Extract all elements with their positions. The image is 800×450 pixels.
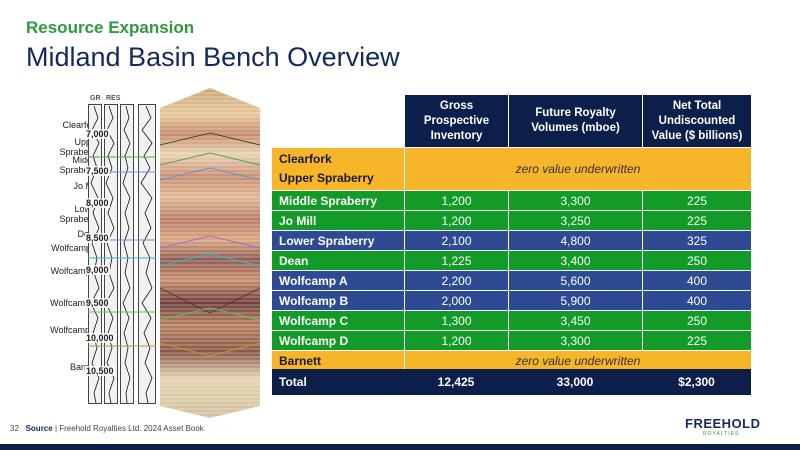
depth-label: 7,000 <box>85 129 110 139</box>
row-inventory: 1,225 <box>404 250 508 270</box>
row-inventory: 2,000 <box>404 290 508 310</box>
depth-label: 7,500 <box>85 166 110 176</box>
bottom-bar <box>0 444 800 450</box>
well-log-illustration: GR RES Clearfork Upper Spraberry Middle … <box>20 88 265 418</box>
total-value: $2,300 <box>642 369 751 395</box>
table-row: Wolfcamp D 1,200 3,300 225 <box>272 330 751 350</box>
row-volumes: 3,300 <box>508 330 642 350</box>
log-bench-wolfcamp-c: Wolfcamp C <box>50 298 99 308</box>
res-column-label: RES <box>106 95 121 102</box>
depth-label: 9,500 <box>85 298 110 308</box>
row-volumes: 3,250 <box>508 210 642 230</box>
row-name: Wolfcamp D <box>272 330 404 350</box>
log-bench-upper-spraberry: Upper Spraberry <box>59 137 99 157</box>
bench-name-clearfork: Clearfork <box>279 152 332 166</box>
row-name: Wolfcamp C <box>272 310 404 330</box>
total-inventory: 12,425 <box>404 369 508 395</box>
row-value: 400 <box>642 270 751 290</box>
row-value: 325 <box>642 230 751 250</box>
row-inventory: 2,200 <box>404 270 508 290</box>
table-row: Wolfcamp C 1,300 3,450 250 <box>272 310 751 330</box>
row-inventory: 2,100 <box>404 230 508 250</box>
header-royalty-volumes: Future Royalty Volumes (mboe) <box>508 95 642 147</box>
row-volumes: 3,300 <box>508 190 642 210</box>
header-blank-cell <box>272 95 404 147</box>
row-inventory: 1,300 <box>404 310 508 330</box>
log-bench-middle-spraberry: Middle Spraberry <box>59 155 99 175</box>
row-inventory: 1,200 <box>404 210 508 230</box>
seismic-section <box>160 88 260 418</box>
log-bench-barnett: Barnett <box>70 362 99 373</box>
depth-label: 8,000 <box>85 198 110 208</box>
table-row-bottom-group: Barnett zero value underwritten <box>272 350 751 370</box>
row-value: 400 <box>642 290 751 310</box>
page-title: Midland Basin Bench Overview <box>26 42 400 72</box>
row-inventory: 1,200 <box>404 330 508 350</box>
row-value: 225 <box>642 210 751 230</box>
row-value: 225 <box>642 330 751 350</box>
table-row-top-group: Clearfork Upper Spraberry zero value und… <box>272 147 751 190</box>
row-name: Dean <box>272 250 404 270</box>
log-bench-jo-mill: Jo Mill <box>73 181 99 191</box>
depth-label: 8,500 <box>85 233 110 243</box>
total-volumes: 33,000 <box>508 369 642 395</box>
header-net-value: Net Total Undiscounted Value ($ billions… <box>642 95 751 147</box>
freehold-logo-sub: ROYALTIES <box>703 431 740 437</box>
log-curves <box>88 105 156 404</box>
log-bench-wolfcamp-a: Wolfcamp A <box>51 243 99 253</box>
total-row: Total 12,425 33,000 $2,300 <box>272 369 751 395</box>
log-bench-clearfork: Clearfork <box>62 120 99 130</box>
table-row: Lower Spraberry 2,100 4,800 325 <box>272 230 751 250</box>
row-volumes: 5,600 <box>508 270 642 290</box>
table-row: Dean 1,225 3,400 250 <box>272 250 751 270</box>
log-bench-wolfcamp-d: Wolfcamp D <box>50 325 99 335</box>
source-text: | Freehold Royalties Ltd. 2024 Asset Boo… <box>54 424 204 433</box>
log-bench-lower-spraberry: Lower Spraberry <box>59 204 99 224</box>
depth-label: 10,000 <box>85 333 115 343</box>
row-volumes: 5,900 <box>508 290 642 310</box>
track-4 <box>138 104 156 404</box>
row-name: Wolfcamp B <box>272 290 404 310</box>
header-gross-inventory: Gross Prospective Inventory <box>404 95 508 147</box>
gr-track <box>88 104 102 404</box>
freehold-logo: FREEHOLD <box>685 416 761 431</box>
total-row-table: Total 12,425 33,000 $2,300 <box>272 369 751 395</box>
log-bench-wolfcamp-b: Wolfcamp B <box>50 266 99 276</box>
row-name: Jo Mill <box>272 210 404 230</box>
depth-label: 10,500 <box>85 366 115 376</box>
row-volumes: 3,400 <box>508 250 642 270</box>
footer-source: 32 Source | Freehold Royalties Ltd. 2024… <box>10 424 204 433</box>
row-value: 250 <box>642 250 751 270</box>
section-subtitle: Resource Expansion <box>26 18 195 37</box>
bench-table: Gross Prospective Inventory Future Royal… <box>272 95 751 370</box>
row-volumes: 4,800 <box>508 230 642 250</box>
row-name: Middle Spraberry <box>272 190 404 210</box>
row-value: 225 <box>642 190 751 210</box>
bench-name-upper-spraberry: Upper Spraberry <box>279 171 374 185</box>
row-name: Lower Spraberry <box>272 230 404 250</box>
total-label: Total <box>272 369 404 395</box>
row-name: Clearfork Upper Spraberry <box>272 147 404 190</box>
row-inventory: 1,200 <box>404 190 508 210</box>
table-row: Jo Mill 1,200 3,250 225 <box>272 210 751 230</box>
zero-value-note: zero value underwritten <box>404 147 751 190</box>
depth-label: 9,000 <box>85 265 110 275</box>
table-row: Middle Spraberry 1,200 3,300 225 <box>272 190 751 210</box>
gr-column-label: GR <box>90 95 101 102</box>
row-name: Wolfcamp A <box>272 270 404 290</box>
page-number: 32 <box>10 424 19 433</box>
table-row: Wolfcamp B 2,000 5,900 400 <box>272 290 751 310</box>
row-volumes: 3,450 <box>508 310 642 330</box>
source-label: Source <box>25 424 53 433</box>
zero-value-note: zero value underwritten <box>404 350 751 370</box>
bench-name-barnett: Barnett <box>272 350 404 370</box>
row-value: 250 <box>642 310 751 330</box>
table-row: Wolfcamp A 2,200 5,600 400 <box>272 270 751 290</box>
